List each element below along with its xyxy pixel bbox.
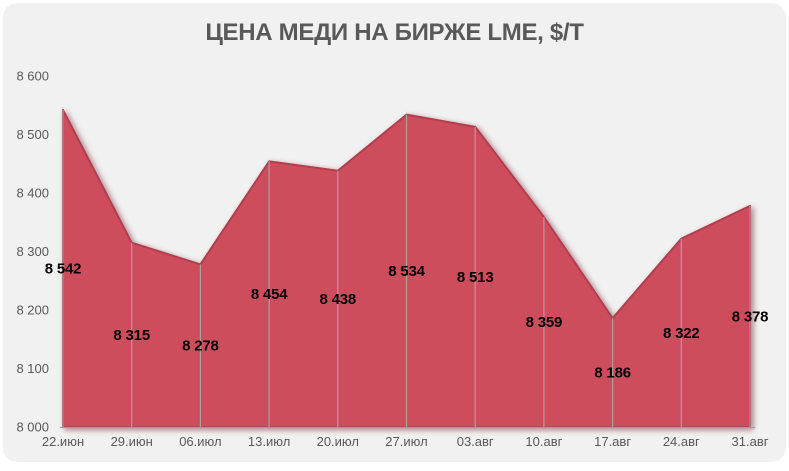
x-axis-tick-label: 17.авг <box>594 434 631 449</box>
x-axis-tick-label: 13.июл <box>248 434 290 449</box>
data-label: 8 315 <box>113 327 150 344</box>
x-axis-tick-label: 31.авг <box>732 434 769 449</box>
y-axis-tick-label: 8 500 <box>16 127 49 142</box>
y-axis-tick-label: 8 100 <box>16 361 49 376</box>
chart-title: ЦЕНА МЕДИ НА БИРЖЕ LME, $/Т <box>205 19 584 46</box>
x-axis-tick-label: 27.июл <box>385 434 427 449</box>
x-axis-tick-label: 20.июл <box>317 434 359 449</box>
data-label: 8 322 <box>663 325 700 342</box>
x-axis-tick-label: 24.авг <box>663 434 700 449</box>
y-axis-tick-label: 8 000 <box>16 420 49 435</box>
copper-price-area-chart: 8 000 8 100 8 200 8 300 8 400 8 500 8 600 22.ию… <box>16 69 769 450</box>
x-axis-tick-label: 22.июн <box>42 434 84 449</box>
y-axis-tick-label: 8 400 <box>16 186 49 201</box>
data-label: 8 454 <box>251 286 288 303</box>
data-label: 8 438 <box>320 291 357 308</box>
data-label: 8 359 <box>526 314 563 331</box>
chart-card: ЦЕНА МЕДИ НА БИРЖЕ LME, $/Т 8 000 8 100 8 … <box>3 3 786 462</box>
data-label: 8 378 <box>732 308 769 325</box>
data-label: 8 542 <box>45 261 82 278</box>
x-axis-tick-label: 10.авг <box>525 434 562 449</box>
x-axis-tick-label: 29.июн <box>111 434 153 449</box>
data-label: 8 186 <box>594 365 631 382</box>
data-label: 8 534 <box>388 263 425 280</box>
data-label: 8 513 <box>457 269 494 286</box>
y-axis-tick-label: 8 200 <box>16 303 49 318</box>
x-axis-tick-label: 06.июл <box>179 434 221 449</box>
data-label: 8 278 <box>182 338 219 355</box>
y-axis-tick-label: 8 600 <box>16 69 49 84</box>
x-axis-tick-label: 03.авг <box>457 434 494 449</box>
y-axis-tick-label: 8 300 <box>16 244 49 259</box>
